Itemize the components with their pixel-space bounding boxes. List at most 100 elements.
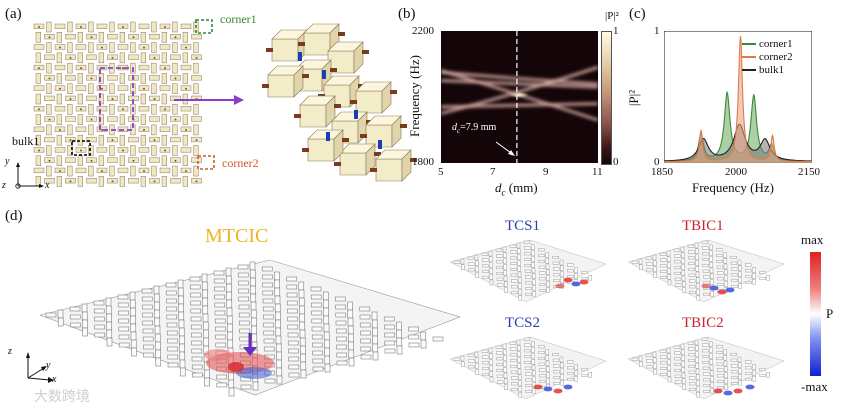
lattice-block (250, 285, 256, 295)
annotation-arrow (495, 141, 512, 154)
lattice-block (689, 382, 696, 386)
lattice-cell (56, 134, 62, 146)
lattice-block (531, 244, 535, 250)
lattice-block (709, 262, 713, 268)
lattice-block (574, 376, 578, 382)
lattice-rod (80, 26, 82, 28)
lattice-block (94, 316, 105, 322)
lattice-cell (151, 124, 157, 136)
lattice-block (682, 281, 686, 287)
lattice-block (81, 311, 88, 321)
lattice-block (752, 267, 756, 273)
lattice-block (518, 380, 522, 386)
lattice-cell (107, 75, 118, 81)
lattice-block (503, 355, 507, 361)
lattice-cell (35, 93, 41, 105)
lattice-block (723, 252, 727, 258)
lattice-cell (88, 83, 94, 94)
lattice-block (474, 254, 479, 261)
lattice-cell (138, 106, 150, 112)
lattice-block (191, 340, 202, 346)
lattice-block (681, 349, 685, 355)
lattice-block (701, 337, 709, 341)
lattice-block (745, 269, 752, 273)
lattice-block (517, 254, 521, 260)
lattice-block (532, 376, 536, 382)
lattice-block (702, 269, 710, 273)
lattice-block (263, 322, 274, 328)
lattice-block (539, 374, 546, 378)
lattice-block (702, 349, 709, 353)
tbic1-title: TBIC1 (682, 218, 724, 234)
lattice-block (510, 250, 517, 254)
lattice-cell (88, 104, 94, 115)
lattice-block (675, 380, 682, 384)
lattice-block (710, 273, 714, 279)
lattice-cell (159, 44, 171, 50)
lattice-rod (48, 159, 51, 162)
lattice-block (503, 258, 507, 264)
cube-side (353, 41, 364, 74)
lattice-block (167, 362, 179, 368)
lattice-block (710, 370, 714, 376)
lattice-block (238, 288, 249, 294)
lattice-block (738, 277, 742, 283)
lattice-block (667, 371, 671, 377)
lattice-block (538, 254, 545, 257)
lattice-block (667, 279, 672, 286)
lattice-block (553, 382, 560, 385)
lattice-block (213, 270, 225, 276)
lattice-block (154, 333, 161, 343)
lattice-block (286, 292, 298, 298)
lattice-block (214, 286, 225, 292)
lattice-block (717, 277, 724, 281)
lattice-rod (90, 36, 93, 39)
lattice-block (165, 290, 177, 296)
lattice-block (730, 256, 737, 259)
lattice-block (105, 297, 112, 307)
lattice-cell (193, 124, 199, 136)
panel-c-xtick-1850: 1850 (651, 166, 673, 178)
lattice-cell (128, 54, 139, 60)
field-spot (533, 384, 543, 390)
lattice-block (263, 346, 275, 352)
lattice-cell (56, 32, 62, 43)
lattice-block (553, 376, 560, 379)
lattice-block (752, 364, 756, 370)
lattice-block (274, 303, 281, 313)
panel-c-legend: corner1 corner2 bulk1 (742, 38, 793, 77)
tbic2-title: TBIC2 (682, 315, 724, 331)
lattice-block (716, 357, 723, 360)
lattice-cell (98, 114, 104, 125)
lattice-cell (86, 95, 97, 102)
lattice-cell (117, 44, 129, 50)
lattice-block (731, 267, 738, 271)
lattice-block (631, 357, 639, 361)
lattice-block (482, 361, 489, 365)
lattice-block (475, 260, 479, 266)
lattice-cell (151, 145, 157, 156)
cube-side (381, 81, 392, 114)
lattice-cell (56, 155, 62, 166)
lattice-block (716, 254, 723, 257)
lattice-block (745, 263, 752, 267)
lattice-block (178, 311, 185, 321)
lattice-block (177, 279, 184, 289)
lattice-block (166, 330, 178, 336)
lattice-block (646, 268, 653, 272)
lattice-cell (107, 116, 118, 122)
lattice-cell (119, 155, 125, 166)
lattice-cell (172, 83, 178, 94)
lattice-block (489, 262, 493, 268)
lattice-block (667, 274, 671, 280)
lattice-block (524, 355, 531, 358)
lattice-rod (174, 77, 177, 80)
lattice-cell (182, 155, 188, 166)
lattice-block (131, 347, 137, 357)
lattice-block (142, 320, 154, 326)
lattice-block (383, 316, 395, 322)
lattice-cell (65, 157, 76, 163)
lattice-block (738, 374, 742, 380)
lattice-block (646, 365, 653, 369)
lattice-rod (90, 159, 93, 162)
